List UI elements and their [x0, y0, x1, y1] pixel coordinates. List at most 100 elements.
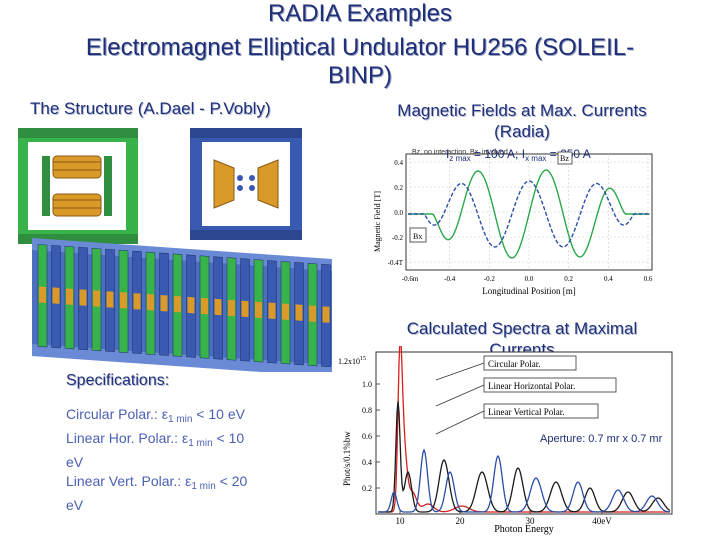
- spectra-ytick-label: 0.8: [362, 406, 372, 415]
- spectrum-circular-curve: [378, 346, 670, 513]
- undulator-coil: [39, 286, 46, 303]
- spec-circular-sub: 1 min: [167, 414, 193, 425]
- field-xlabel: Longitudinal Position [m]: [482, 286, 576, 296]
- spec-linear-vert-epsilon: ε: [185, 473, 192, 489]
- spectra-plot: 1.0 0.8 0.6 0.4 0.2 10 20 30 40eV 1.2x1015 Phot…: [338, 346, 673, 535]
- undulator-coil: [214, 298, 222, 316]
- spectra-xlabel: Photon Energy: [494, 524, 554, 535]
- spectra-yticks: 1.0 0.8 0.6 0.4 0.2: [362, 380, 372, 493]
- undulator-coil: [201, 297, 208, 315]
- field-ytick-label: 0.2: [394, 184, 403, 192]
- field-legend-ix-sub: x max: [525, 154, 546, 163]
- field-xtick-label: -0.6m: [402, 275, 419, 283]
- spectra-ytick-label: 0.4: [362, 458, 372, 467]
- bz-label: Bz: [560, 154, 569, 163]
- bz-curve: [408, 169, 650, 259]
- field-xtick-label: 0.6: [644, 275, 653, 283]
- fields-caption: Magnetic Fields at Max. Currents (Radia): [362, 100, 682, 142]
- spec-linear-hor-value: < 10: [212, 430, 245, 446]
- spectra-caption-line1: Calculated Spectra at Maximal: [406, 319, 638, 338]
- legend-linear-v: Linear Vertical Polar.: [488, 407, 565, 417]
- field-xtick-label: 0.4: [604, 275, 613, 283]
- fields-caption-line2: (Radia): [494, 122, 550, 141]
- field-ytick-label: 0.0: [394, 209, 403, 217]
- spec-linear-vert-value: < 20: [215, 473, 248, 489]
- spec-linear-hor-unit: eV: [66, 454, 84, 470]
- spec-circular: Circular Polar.: ε1 min < 10 eV: [66, 405, 296, 429]
- spectra-ytick-label: 1.0: [362, 380, 372, 389]
- undulator-coil: [93, 290, 100, 307]
- legend-linear-h: Linear Horizontal Polar.: [488, 381, 575, 391]
- field-yticks: 0.4 0.2 0.0 -0.2 -0.4T: [388, 159, 404, 267]
- field-legend-mid: = 100 A; I: [471, 147, 525, 161]
- undulator-coil: [187, 296, 195, 314]
- undulator-coil: [228, 299, 235, 317]
- undulator-coil: [147, 294, 154, 311]
- spec-linear-vert-sub: 1 min: [191, 481, 216, 492]
- undulator-coil: [160, 294, 168, 312]
- spectra-ylabel: Phot/s/0.1%bw: [342, 431, 352, 486]
- field-xtick-label: 0.0: [525, 275, 534, 283]
- spectra-xtick-label: 20: [456, 516, 466, 526]
- bx-label: Bx: [413, 232, 422, 241]
- undulator-coil: [268, 302, 276, 320]
- spectra-ytop-exp: 15: [360, 356, 366, 362]
- spec-circular-label: Circular Polar.:: [66, 406, 162, 422]
- structure-caption: The Structure (A.Dael - P.Vobly): [30, 99, 271, 118]
- field-ytick-label: -0.4T: [388, 259, 404, 267]
- field-legend-iz-sub: z max: [449, 154, 470, 163]
- field-legend-small: Bz, no interaction, Bx, involved: [412, 149, 508, 156]
- field-ytick-label: 0.4: [394, 159, 403, 167]
- spectra-ytick-label: 0.6: [362, 432, 372, 441]
- undulator-coil: [120, 292, 127, 309]
- fields-caption-line1: Magnetic Fields at Max. Currents: [397, 101, 647, 120]
- undulator-coil: [309, 305, 316, 322]
- undulator-coil: [295, 304, 303, 321]
- field-legend-iz: I: [446, 147, 449, 161]
- specifications-heading: Specifications:: [66, 372, 170, 389]
- spec-linear-hor-sub: 1 min: [188, 438, 213, 449]
- spectrum-linear-v-curve: [378, 448, 671, 513]
- field-xtick-label: -0.2: [484, 275, 496, 283]
- undulator-coil: [282, 303, 289, 320]
- magnetic-field-plot: 0.40.20.0-0.2-0.4T -0.6m -0.4 -0.2 0.0 0.2 0.…: [373, 147, 653, 296]
- field-xticks: -0.6m -0.4 -0.2 0.0 0.2 0.4 0.6: [402, 275, 653, 283]
- spectra-xticks: 10 20 30 40eV: [396, 516, 613, 526]
- undulator-coil: [106, 291, 114, 308]
- undulator-coil: [133, 293, 141, 310]
- legend-circular: Circular Polar.: [488, 359, 541, 369]
- field-xtick-label: -0.4: [444, 275, 456, 283]
- undulator-structure-image: [18, 128, 332, 372]
- field-ylabel: Magnetic Field [T]: [373, 191, 382, 252]
- spec-circular-epsilon: ε: [161, 406, 168, 422]
- structure-frame-right: [190, 128, 302, 240]
- undulator-coil: [322, 306, 330, 323]
- spec-linear-hor-epsilon: ε: [181, 430, 189, 446]
- specifications-list: Circular Polar.: ε1 min < 10 eV Linear H…: [66, 405, 296, 515]
- undulator-coil: [174, 295, 181, 313]
- aperture-label: Aperture: 0.7 mr x 0.7 mr: [540, 433, 663, 445]
- slide-title-line3: BINP): [327, 62, 392, 89]
- structure-frame-left: [18, 128, 138, 244]
- bz-label-box: [557, 151, 573, 165]
- spectra-ytop-base: 1.2x10: [338, 357, 360, 366]
- field-xtick-label: 0.2: [564, 275, 573, 283]
- spec-linear-vert: Linear Vert. Polar.: ε1 min < 20: [66, 472, 296, 496]
- structure-array: [32, 238, 332, 372]
- undulator-coil: [52, 287, 60, 304]
- undulator-coil: [66, 288, 73, 305]
- spectrum-linear-h-curve: [378, 401, 671, 513]
- spec-linear-vert-label: Linear Vert. Polar.:: [66, 473, 186, 489]
- spectra-ytick-label: 0.2: [362, 484, 372, 493]
- bx-label-box: [409, 227, 427, 243]
- spec-linear-hor-label: Linear Hor. Polar.:: [66, 430, 182, 446]
- spec-circular-value: < 10 eV: [192, 406, 245, 422]
- spectra-ytop-label: 1.2x1015: [338, 356, 366, 366]
- field-ytick-label: -0.2: [392, 234, 404, 242]
- undulator-coil: [255, 301, 262, 319]
- spectra-xtick-label: 30: [526, 516, 536, 526]
- spec-linear-hor: Linear Hor. Polar.: ε1 min < 10: [66, 429, 296, 453]
- spectra-xtick-label: 40eV: [592, 516, 612, 526]
- undulator-coil: [241, 300, 249, 318]
- spectra-xtick-label: 10: [396, 516, 406, 526]
